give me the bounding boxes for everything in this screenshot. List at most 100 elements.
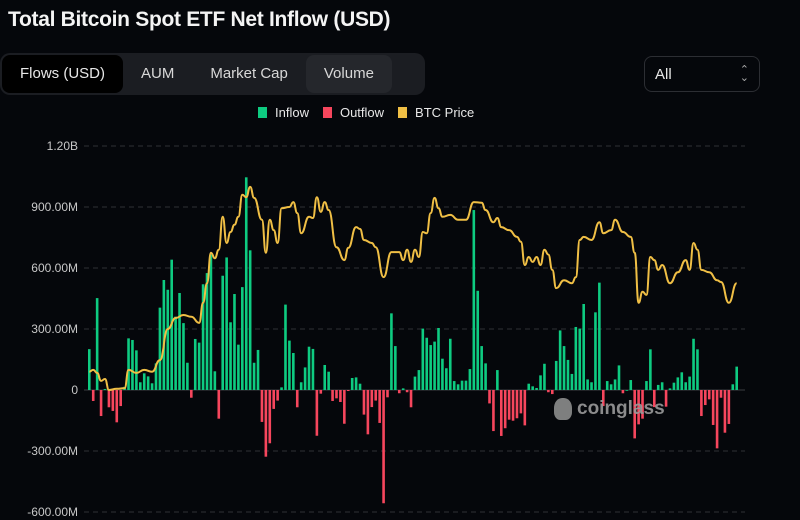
legend-item-btc-price[interactable]: BTC Price [398, 105, 474, 120]
inflow-bar [174, 316, 177, 390]
inflow-bar [433, 341, 436, 390]
inflow-bar [676, 377, 680, 390]
outflow-bar [633, 390, 636, 439]
outflow-bar [107, 390, 111, 408]
legend-item-inflow[interactable]: Inflow [258, 105, 309, 120]
outflow-bar [386, 390, 389, 398]
inflow-bar [311, 348, 315, 390]
btc-price-line [89, 185, 738, 391]
outflow-bar [409, 390, 413, 408]
inflow-bar [394, 346, 397, 390]
range-select[interactable]: All ⌃ ⌄ [644, 56, 760, 92]
inflow-bar [323, 364, 327, 390]
outflow-bar [601, 390, 605, 407]
inflow-bar [280, 387, 283, 390]
inflow-bar [292, 352, 295, 390]
legend-label: BTC Price [415, 105, 475, 120]
outflow-bar [715, 390, 719, 449]
inflow-bar [660, 382, 664, 390]
outflow-bar [515, 390, 519, 419]
inflow-bar [562, 346, 566, 390]
inflow-bar [629, 380, 633, 390]
outflow-bar [111, 390, 115, 411]
inflow-bar [656, 384, 660, 390]
inflow-bar [178, 293, 181, 390]
inflow-bar [350, 378, 354, 390]
inflow-bar [205, 273, 209, 390]
inflow-bar [209, 254, 213, 390]
inflow-bar [566, 359, 570, 390]
inflow-bar [248, 250, 252, 390]
inflow-bar [535, 387, 538, 390]
inflow-bar [284, 304, 287, 390]
outflow-bar [119, 390, 122, 407]
inflow-bar [127, 338, 130, 390]
outflow-bar [319, 390, 323, 394]
coinglass-logo-icon [554, 398, 572, 420]
inflow-bar [252, 362, 256, 390]
range-select-value: All [655, 65, 672, 83]
outflow-bar [519, 390, 523, 414]
outflow-bar [378, 390, 381, 423]
outflow-bar [492, 390, 495, 432]
inflow-bar [558, 330, 562, 390]
outflow-bar [707, 390, 711, 400]
inflow-bar [437, 327, 440, 390]
inflow-bar [594, 312, 597, 390]
inflow-bar [146, 376, 150, 390]
page-title: Total Bitcoin Spot ETF Net Inflow (USD) [8, 8, 391, 31]
inflow-bar [468, 369, 472, 390]
tab-aum[interactable]: AUM [141, 65, 175, 82]
outflow-bar [503, 390, 507, 429]
outflow-bar [704, 390, 707, 406]
inflow-bar [197, 342, 201, 390]
inflow-bar [464, 380, 468, 390]
inflow-bar [480, 346, 483, 390]
outflow-bar [653, 390, 656, 408]
tab-flows[interactable]: Flows (USD) [2, 55, 123, 93]
inflow-bar [680, 372, 684, 390]
outflow-bar [295, 390, 299, 408]
inflow-bar [570, 373, 574, 390]
inflow-bar [299, 382, 303, 390]
tab-volume[interactable]: Volume [305, 55, 392, 93]
outflow-bar [507, 390, 511, 420]
inflow-bar [103, 388, 107, 390]
outflow-bar [405, 390, 409, 393]
inflow-bar [688, 376, 691, 390]
watermark-text: coinglass [577, 398, 665, 419]
inflow-bar [88, 349, 91, 390]
inflow-bar [472, 210, 476, 390]
y-tick-label: -300.00M [27, 444, 78, 458]
outflow-bar [397, 390, 401, 394]
inflow-bar [684, 382, 687, 390]
inflow-bar [229, 322, 232, 390]
inflow-bar [543, 363, 546, 390]
outflow-bar [719, 390, 723, 398]
inflow-bar [452, 381, 456, 390]
legend-item-outflow[interactable]: Outflow [322, 105, 384, 120]
inflow-bar [401, 388, 405, 390]
inflow-bar [303, 367, 307, 390]
outflow-bar [723, 390, 727, 433]
inflow-bar [166, 289, 170, 390]
outflow-swatch [322, 107, 332, 118]
inflow-bar [476, 290, 480, 390]
outflow-bar [331, 390, 334, 401]
outflow-bar [190, 390, 193, 398]
outflow-bar [499, 390, 503, 436]
inflow-bar [484, 363, 487, 390]
outflow-bar [315, 390, 319, 436]
inflow-bar [578, 328, 582, 390]
inflow-bar [390, 313, 393, 390]
inflow-bar [441, 358, 444, 390]
outflow-bar [700, 390, 703, 417]
outflow-bar [346, 390, 350, 392]
inflow-bar [668, 388, 672, 390]
inflow-bar [186, 362, 189, 390]
y-tick-label: 600.00M [31, 261, 78, 275]
tab-market-cap[interactable]: Market Cap [210, 65, 288, 82]
inflow-bar [574, 326, 578, 390]
inflow-bar [201, 284, 205, 390]
inflow-bar [417, 370, 421, 390]
